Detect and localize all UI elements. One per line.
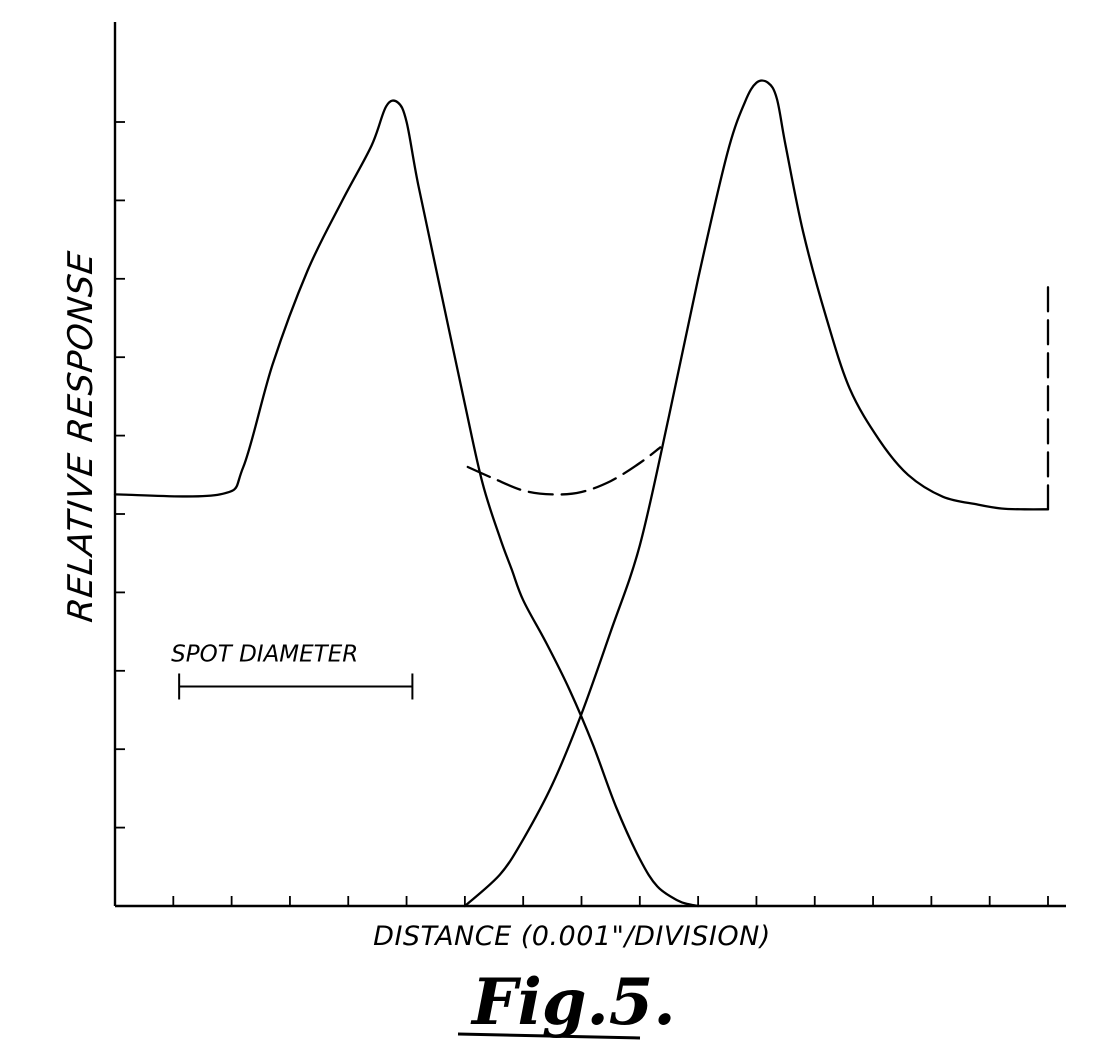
series-3-line — [468, 447, 660, 494]
response-curves — [115, 81, 1048, 906]
spot-diameter-label: SPOT DIAMETER — [171, 641, 358, 667]
x-axis-label: DISTANCE (0.001"/DIVISION) — [373, 921, 771, 952]
y-axis-label: RELATIVE RESPONSE — [61, 248, 101, 624]
chart-annotations: SPOT DIAMETER — [171, 641, 412, 699]
series-1-line — [115, 101, 698, 906]
figure-caption: Fig.5. — [470, 965, 676, 1040]
chart-axes — [115, 22, 1066, 906]
